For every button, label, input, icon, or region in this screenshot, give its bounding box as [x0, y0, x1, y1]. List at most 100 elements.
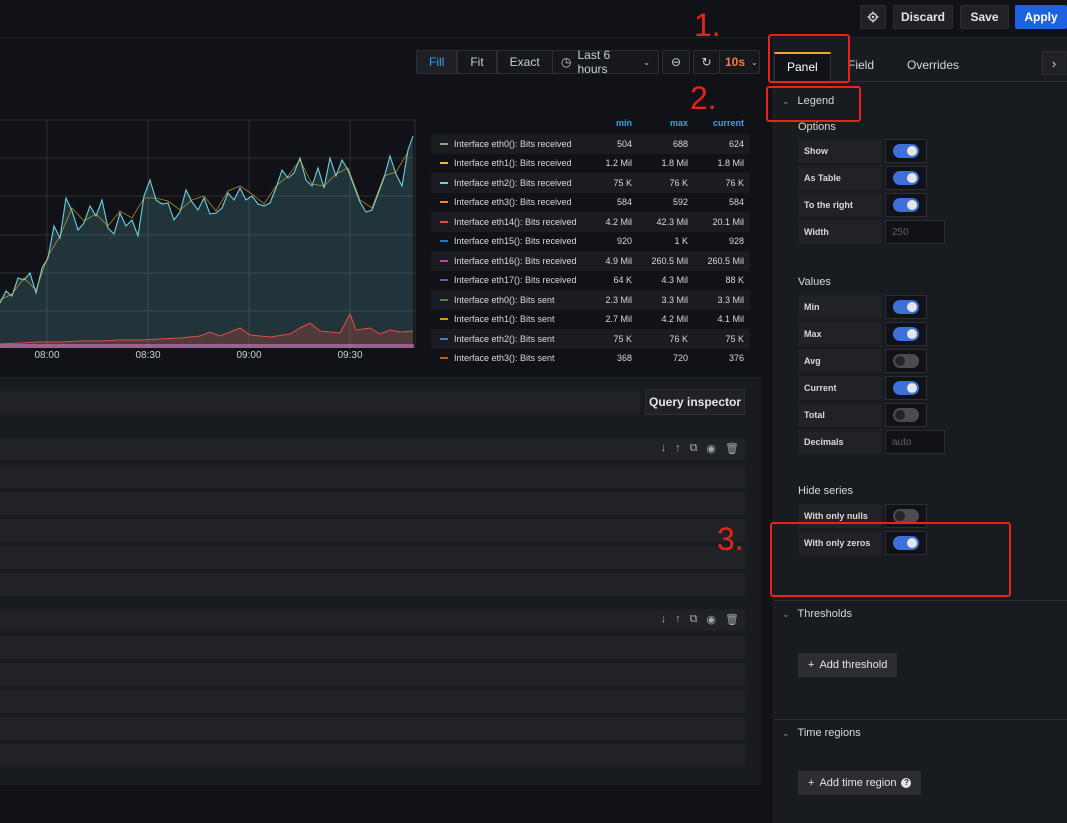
legend-col-min[interactable]: min	[615, 118, 632, 128]
series-color-swatch[interactable]	[440, 220, 448, 223]
series-name[interactable]: Interface eth14(): Bits received	[454, 216, 577, 227]
add-threshold-button[interactable]: + Add threshold	[798, 653, 898, 677]
query-row[interactable]	[0, 573, 745, 596]
legend-row[interactable]: Interface eth16(): Bits received 4.9 Mil 2…	[431, 251, 750, 271]
current-toggle[interactable]	[893, 381, 919, 395]
series-color-swatch[interactable]	[440, 201, 448, 204]
move-up-icon[interactable]: ↑	[675, 442, 681, 454]
to-the-right-toggle[interactable]	[893, 198, 919, 212]
query-row[interactable]	[0, 690, 745, 713]
series-name[interactable]: Interface eth1(): Bits received	[454, 158, 572, 169]
series-color-swatch[interactable]	[440, 279, 448, 282]
legend-row[interactable]: Interface eth2(): Bits sent 75 K 76 K 75 K	[431, 329, 750, 349]
series-name[interactable]: Interface eth0(): Bits sent	[454, 294, 555, 305]
series-name[interactable]: Interface eth15(): Bits received	[454, 236, 577, 247]
avg-toggle[interactable]	[893, 354, 919, 368]
avg-option: Avg	[798, 349, 927, 373]
only-nulls-toggle[interactable]	[893, 509, 919, 523]
series-color-swatch[interactable]	[440, 162, 448, 165]
series-name[interactable]: Interface eth0(): Bits received	[454, 138, 572, 149]
time-picker[interactable]: ◷ Last 6 hours ⌄	[552, 48, 659, 76]
collapse-pane-button[interactable]: ›	[1042, 51, 1066, 75]
legend-row[interactable]: Interface eth14(): Bits received 4.2 Mil 4…	[431, 212, 750, 232]
trash-icon[interactable]: 🗑	[725, 443, 739, 455]
legend-row[interactable]: Interface eth0(): Bits received 504 688 624	[431, 134, 750, 154]
as-table-toggle[interactable]	[893, 171, 919, 185]
query-row[interactable]	[0, 546, 745, 569]
series-min-value: 368	[616, 353, 632, 364]
exact-mode-button[interactable]: Exact	[496, 50, 553, 74]
duplicate-icon[interactable]: ⧉	[689, 442, 698, 454]
duplicate-icon[interactable]: ⧉	[689, 613, 698, 625]
series-color-swatch[interactable]	[440, 142, 448, 145]
query-header-a[interactable]: ↓ ↑ ⧉ ◉ 🗑	[0, 438, 745, 460]
refresh-button[interactable]: ↻	[693, 50, 720, 74]
series-name[interactable]: Interface eth16(): Bits received	[454, 255, 577, 266]
time-regions-section-header[interactable]: ⌄ Time regions	[782, 727, 861, 739]
legend-row[interactable]: Interface eth1(): Bits sent 2.7 Mil 4.2 Mi…	[431, 310, 750, 330]
legend-col-max[interactable]: max	[669, 118, 688, 128]
trash-icon[interactable]: 🗑	[725, 614, 739, 626]
legend-row[interactable]: Interface eth15(): Bits received 920 1 K 92…	[431, 232, 750, 252]
query-row[interactable]	[0, 717, 745, 740]
series-color-swatch[interactable]	[440, 318, 448, 321]
series-name[interactable]: Interface eth17(): Bits received	[454, 275, 577, 286]
save-button[interactable]: Save	[960, 5, 1009, 29]
series-color-swatch[interactable]	[440, 259, 448, 262]
series-name[interactable]: Interface eth3(): Bits sent	[454, 353, 555, 364]
query-row[interactable]	[0, 636, 745, 659]
options-pane: Panel Field Overrides › ⌄ Legend Options…	[773, 38, 1067, 823]
thresholds-section-header[interactable]: ⌄ Thresholds	[782, 608, 852, 620]
eye-icon[interactable]: ◉	[706, 614, 717, 626]
legend-section-header[interactable]: ⌄ Legend	[782, 95, 834, 107]
tab-panel[interactable]: Panel	[774, 52, 831, 82]
total-toggle[interactable]	[893, 408, 919, 422]
query-row[interactable]	[0, 492, 745, 515]
min-toggle[interactable]	[893, 300, 919, 314]
apply-button[interactable]: Apply	[1015, 5, 1067, 29]
series-name[interactable]: Interface eth2(): Bits received	[454, 177, 572, 188]
query-row[interactable]	[0, 465, 745, 488]
series-color-swatch[interactable]	[440, 240, 448, 243]
discard-button[interactable]: Discard	[893, 5, 953, 29]
legend-row[interactable]: Interface eth17(): Bits received 64 K 4.3 …	[431, 271, 750, 291]
query-row[interactable]	[0, 519, 745, 542]
max-toggle[interactable]	[893, 327, 919, 341]
series-color-swatch[interactable]	[440, 181, 448, 184]
fit-mode-button[interactable]: Fit	[457, 50, 497, 74]
query-inspector-button[interactable]: Query inspector	[645, 389, 745, 415]
legend-row[interactable]: Interface eth0(): Bits sent 2.3 Mil 3.3 Mi…	[431, 290, 750, 310]
legend-row[interactable]: Interface eth3(): Bits sent 368 720 376	[431, 349, 750, 369]
query-row[interactable]	[0, 663, 745, 686]
zoom-out-button[interactable]: ⊖	[662, 50, 690, 74]
series-min-value: 75 K	[613, 333, 632, 344]
legend-row[interactable]: Interface eth1(): Bits received 1.2 Mil 1.…	[431, 154, 750, 174]
series-max-value: 3.3 Mil	[661, 294, 688, 305]
only-zeros-toggle[interactable]	[893, 536, 919, 550]
legend-row[interactable]: Interface eth2(): Bits received 75 K 76 K 7…	[431, 173, 750, 193]
refresh-interval-picker[interactable]: 10s ⌄	[719, 50, 760, 74]
query-header-b[interactable]: ↓ ↑ ⧉ ◉ 🗑	[0, 609, 745, 631]
legend-row[interactable]: Interface eth3(): Bits received 584 592 584	[431, 193, 750, 213]
decimals-input[interactable]: auto	[885, 430, 945, 454]
series-name[interactable]: Interface eth3(): Bits received	[454, 197, 572, 208]
fill-mode-button[interactable]: Fill	[416, 50, 458, 74]
series-name[interactable]: Interface eth1(): Bits sent	[454, 314, 555, 325]
series-max-value: 1 K	[674, 236, 688, 247]
add-time-region-button[interactable]: + Add time region ?	[798, 771, 922, 795]
tab-field[interactable]: Field	[848, 58, 875, 72]
eye-icon[interactable]: ◉	[706, 443, 717, 455]
series-color-swatch[interactable]	[440, 357, 448, 360]
tab-overrides[interactable]: Overrides	[907, 58, 960, 72]
legend-col-current[interactable]: current	[712, 118, 744, 128]
series-color-swatch[interactable]	[440, 298, 448, 301]
width-input[interactable]: 250	[885, 220, 945, 244]
move-down-icon[interactable]: ↓	[660, 442, 667, 454]
settings-button[interactable]	[860, 5, 886, 29]
query-row[interactable]	[0, 744, 745, 767]
move-down-icon[interactable]: ↓	[660, 613, 667, 625]
move-up-icon[interactable]: ↑	[675, 613, 681, 625]
show-toggle[interactable]	[893, 144, 919, 158]
series-name[interactable]: Interface eth2(): Bits sent	[454, 333, 555, 344]
series-color-swatch[interactable]	[440, 337, 448, 340]
